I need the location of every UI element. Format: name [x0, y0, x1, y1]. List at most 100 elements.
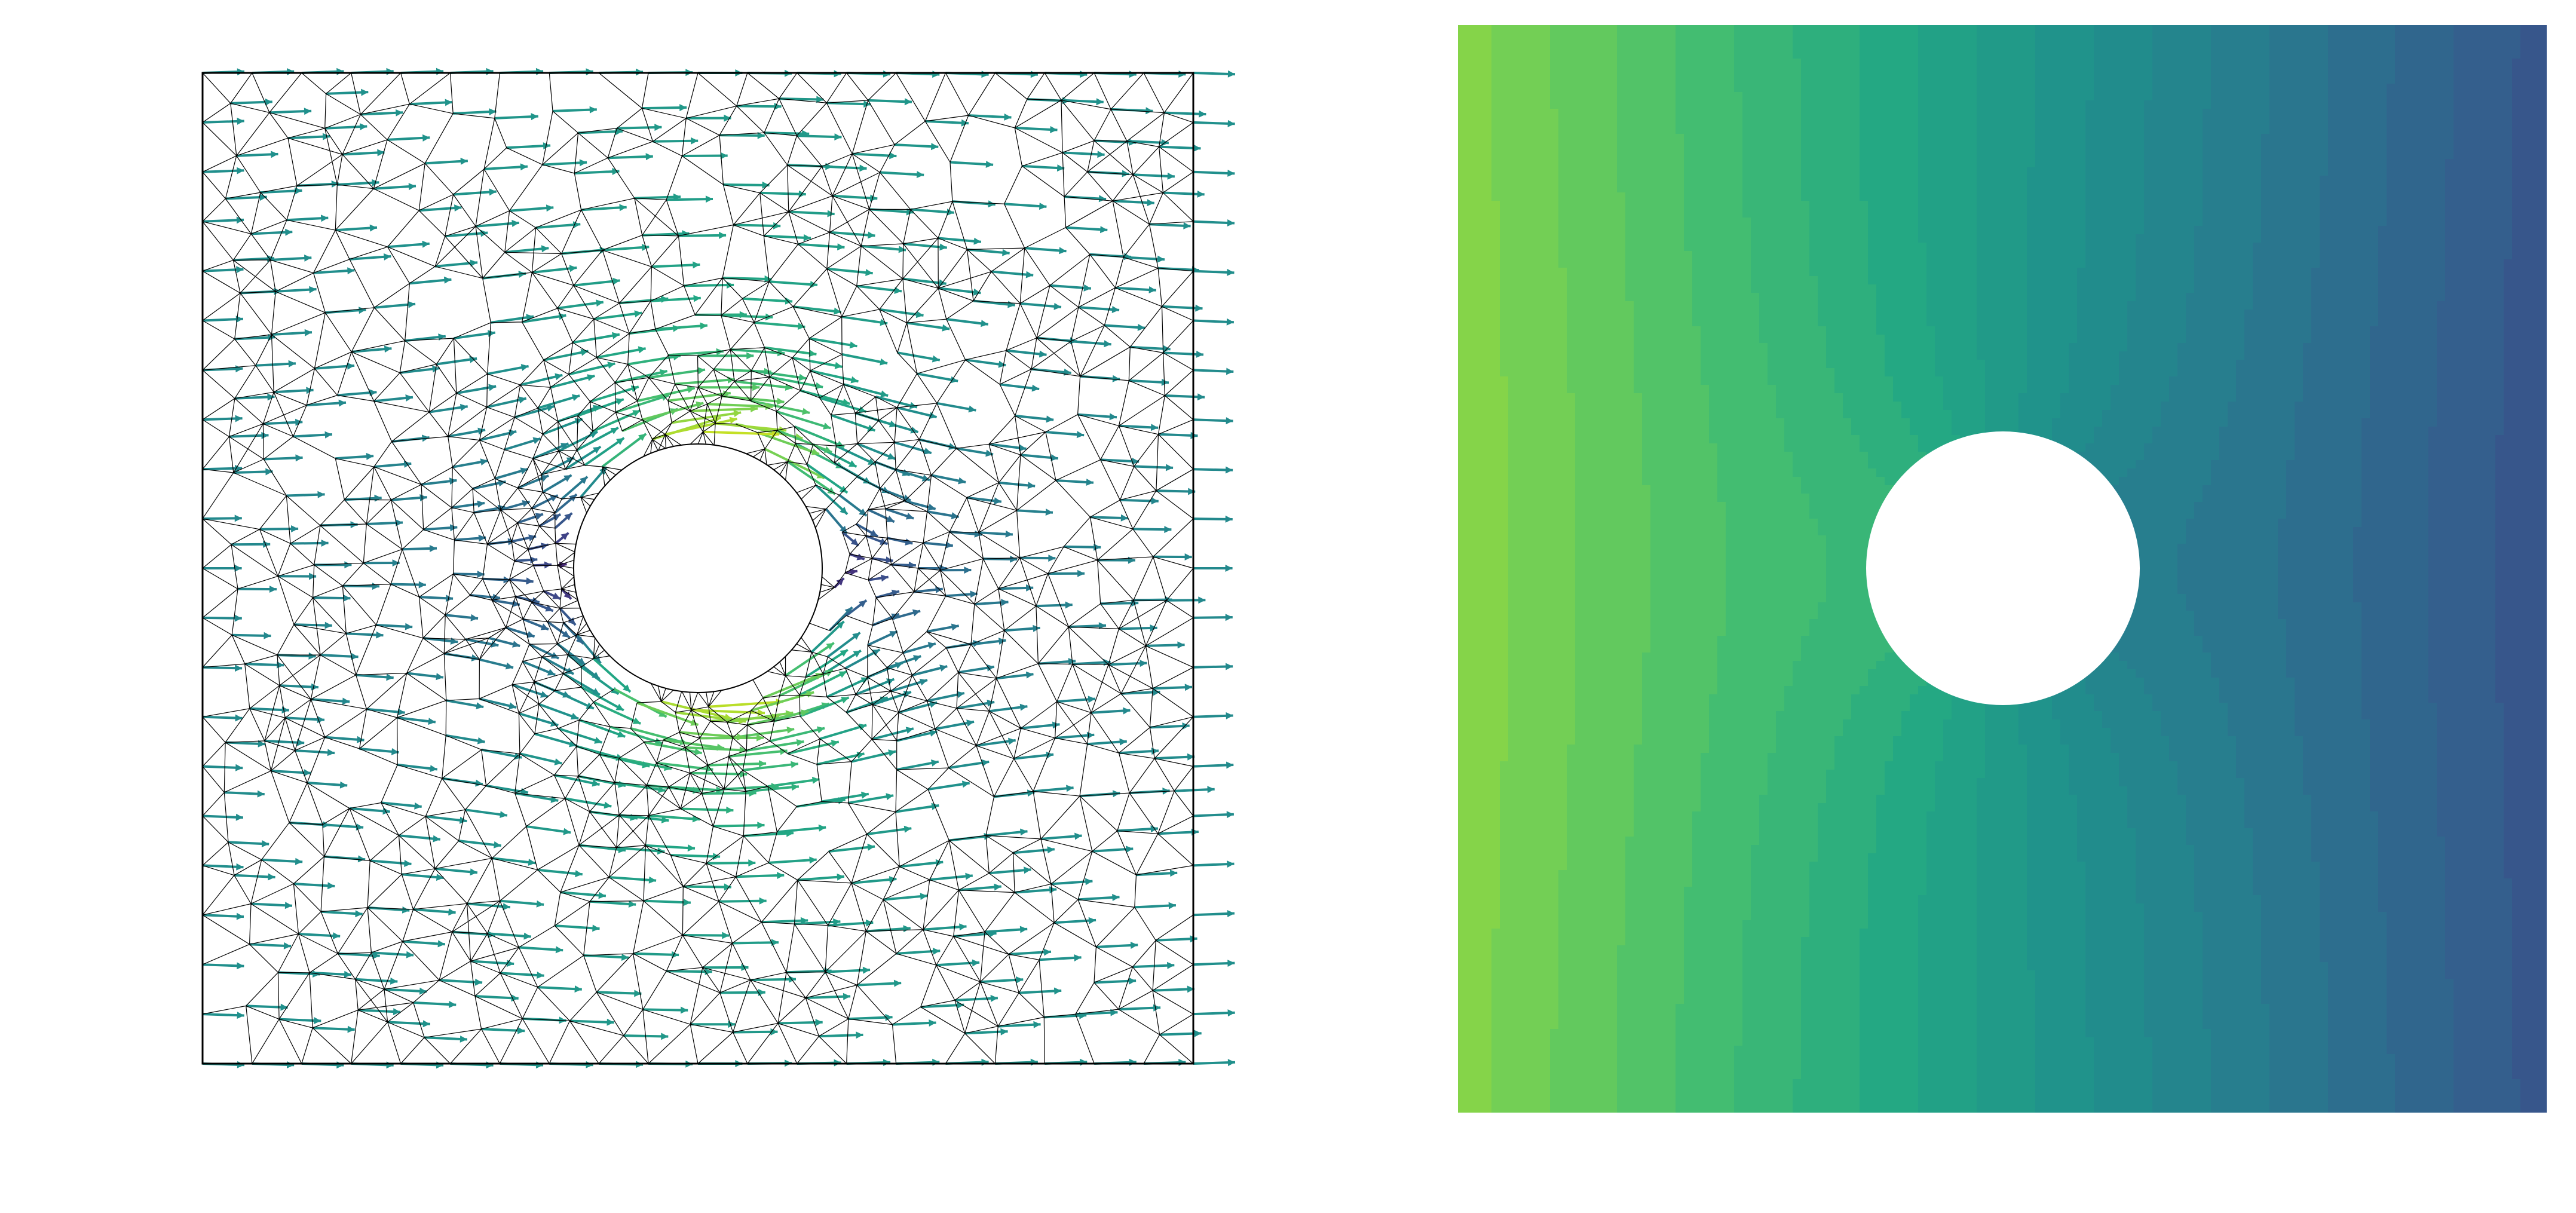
velocity-arrow [520, 373, 563, 387]
contour-cell [1583, 218, 1592, 226]
velocity-arrow-head [929, 730, 938, 737]
velocity-arrow [736, 874, 785, 878]
velocity-arrow-head [968, 405, 976, 413]
contour-cell [2311, 42, 2320, 51]
velocity-arrow-head [564, 513, 572, 520]
contour-cell [2361, 184, 2370, 193]
mesh-quiver-panel [201, 68, 1236, 1069]
velocity-arrow-head [700, 322, 707, 330]
contour-cell [2085, 142, 2094, 151]
contour-cell [1558, 151, 1567, 160]
contour-cell [1500, 167, 1509, 176]
contour-cell [1634, 67, 1643, 76]
contour-cell [1985, 84, 1994, 93]
velocity-arrow-head [430, 765, 437, 773]
contour-cell [2286, 42, 2295, 51]
velocity-arrow-head [397, 708, 405, 716]
contour-cell [1868, 125, 1877, 134]
velocity-arrow [514, 792, 559, 802]
contour-cell [1483, 59, 1492, 68]
contour-cell [2278, 33, 2287, 42]
contour-cell [1893, 234, 1902, 243]
contour-cell [1910, 50, 1919, 59]
velocity-arrow-head [1227, 268, 1235, 276]
velocity-arrow-head [1126, 846, 1134, 853]
contour-cell [1709, 50, 1718, 59]
contour-cell [2462, 33, 2471, 42]
velocity-arrow-head [630, 814, 638, 821]
contour-cell [2269, 209, 2278, 218]
contour-cell [2420, 33, 2429, 42]
velocity-arrow-head [443, 276, 452, 284]
contour-cell [1968, 209, 1977, 218]
contour-cell [1617, 218, 1626, 226]
contour-cell [2211, 234, 2220, 243]
contour-cell [2479, 75, 2488, 84]
velocity-arrow-head [981, 320, 988, 327]
contour-cell [1466, 234, 1475, 243]
contour-cell [1659, 75, 1668, 84]
contour-cell [1533, 184, 1542, 193]
contour-cell [2454, 159, 2462, 168]
contour-cell [2186, 159, 2195, 168]
contour-cell [2169, 59, 2178, 68]
velocity-arrow [805, 995, 851, 999]
contour-cell [2286, 209, 2295, 218]
contour-cell [1550, 125, 1559, 134]
velocity-arrow-head [939, 664, 948, 672]
contour-cell [2027, 25, 2036, 34]
contour-cell [2002, 201, 2011, 210]
velocity-arrow-head [449, 1001, 457, 1008]
contour-cell [2487, 134, 2496, 143]
contour-cell [1818, 42, 1827, 51]
contour-cell [2462, 209, 2471, 218]
contour-cell [2537, 42, 2546, 51]
contour-cell [2060, 209, 2069, 218]
contour-cell [1851, 84, 1860, 93]
velocity-arrow [792, 356, 843, 368]
contour-cell [1784, 25, 1793, 34]
velocity-arrow-head [1227, 70, 1235, 78]
contour-cell [1692, 184, 1701, 193]
contour-cell [1667, 151, 1676, 160]
contour-cell [1600, 134, 1609, 143]
contour-cell [1809, 125, 1818, 134]
contour-cell [2069, 201, 2078, 210]
velocity-arrow-head [641, 244, 650, 251]
contour-cell [1634, 50, 1643, 59]
velocity-arrow [682, 154, 728, 157]
contour-cell [2487, 151, 2496, 160]
contour-cell [1533, 142, 1542, 151]
contour-cell [1876, 176, 1885, 185]
velocity-arrow-head [728, 1021, 736, 1028]
contour-cell [1567, 226, 1576, 235]
contour-cell [2286, 67, 2295, 76]
contour-cell [2320, 159, 2329, 168]
contour-cell [1860, 167, 1869, 176]
contour-cell [1466, 59, 1475, 68]
velocity-arrow [572, 333, 620, 344]
velocity-arrow [494, 115, 538, 120]
contour-cell [1926, 109, 1935, 118]
contour-cell [2520, 151, 2529, 160]
contour-cell [1483, 84, 1492, 93]
contour-cell [2069, 117, 2078, 126]
contour-cell [1475, 50, 1484, 59]
contour-cell [2244, 84, 2253, 93]
contour-cell [2512, 117, 2521, 126]
contour-cell [1843, 125, 1852, 134]
velocity-arrow [715, 422, 787, 432]
contour-cell [1943, 201, 1952, 210]
velocity-arrow-head [987, 664, 994, 672]
contour-cell [2018, 209, 2027, 218]
contour-cell [2261, 100, 2270, 109]
velocity-arrow-head [885, 1013, 893, 1021]
velocity-arrow-head [852, 632, 860, 640]
contour-cell [1659, 234, 1668, 243]
contour-cell [2018, 151, 2027, 160]
contour-cell [2094, 234, 2103, 243]
contour-cell [1885, 167, 1894, 176]
contour-cell [2186, 234, 2195, 243]
velocity-arrow-head [888, 749, 896, 756]
contour-cell [2345, 84, 2354, 93]
